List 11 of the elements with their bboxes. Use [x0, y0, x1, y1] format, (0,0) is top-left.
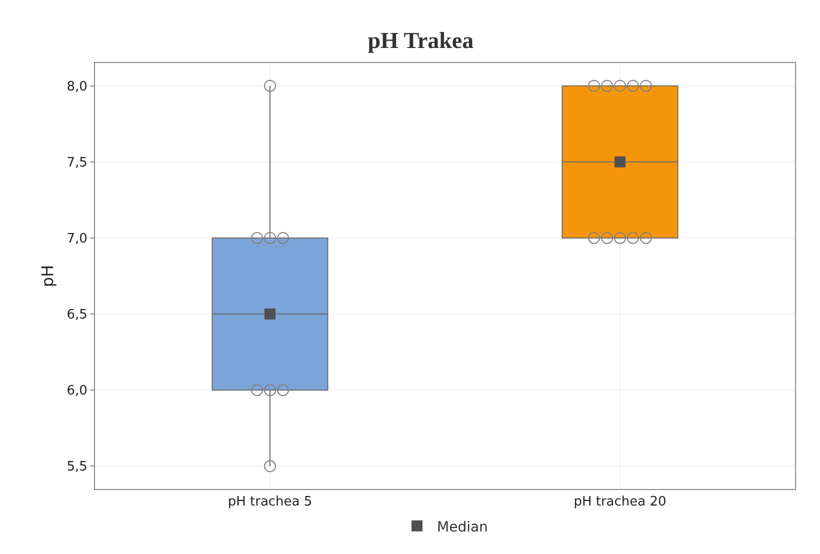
y-tick-label: 6,5 [66, 308, 88, 323]
y-tick-label: 5,5 [66, 460, 88, 475]
x-tick-label: pH trachea 20 [574, 494, 666, 510]
legend-label: Median [437, 519, 488, 536]
chart-title: pH Trakea [368, 28, 474, 53]
y-tick-label: 6,0 [66, 384, 88, 399]
y-tick-label: 8,0 [66, 79, 88, 94]
y-tick-label: 7,5 [66, 155, 88, 170]
x-tick-label: pH trachea 5 [228, 494, 312, 510]
y-tick-label: 7,0 [66, 232, 88, 247]
y-axis-title: pH [38, 264, 57, 288]
